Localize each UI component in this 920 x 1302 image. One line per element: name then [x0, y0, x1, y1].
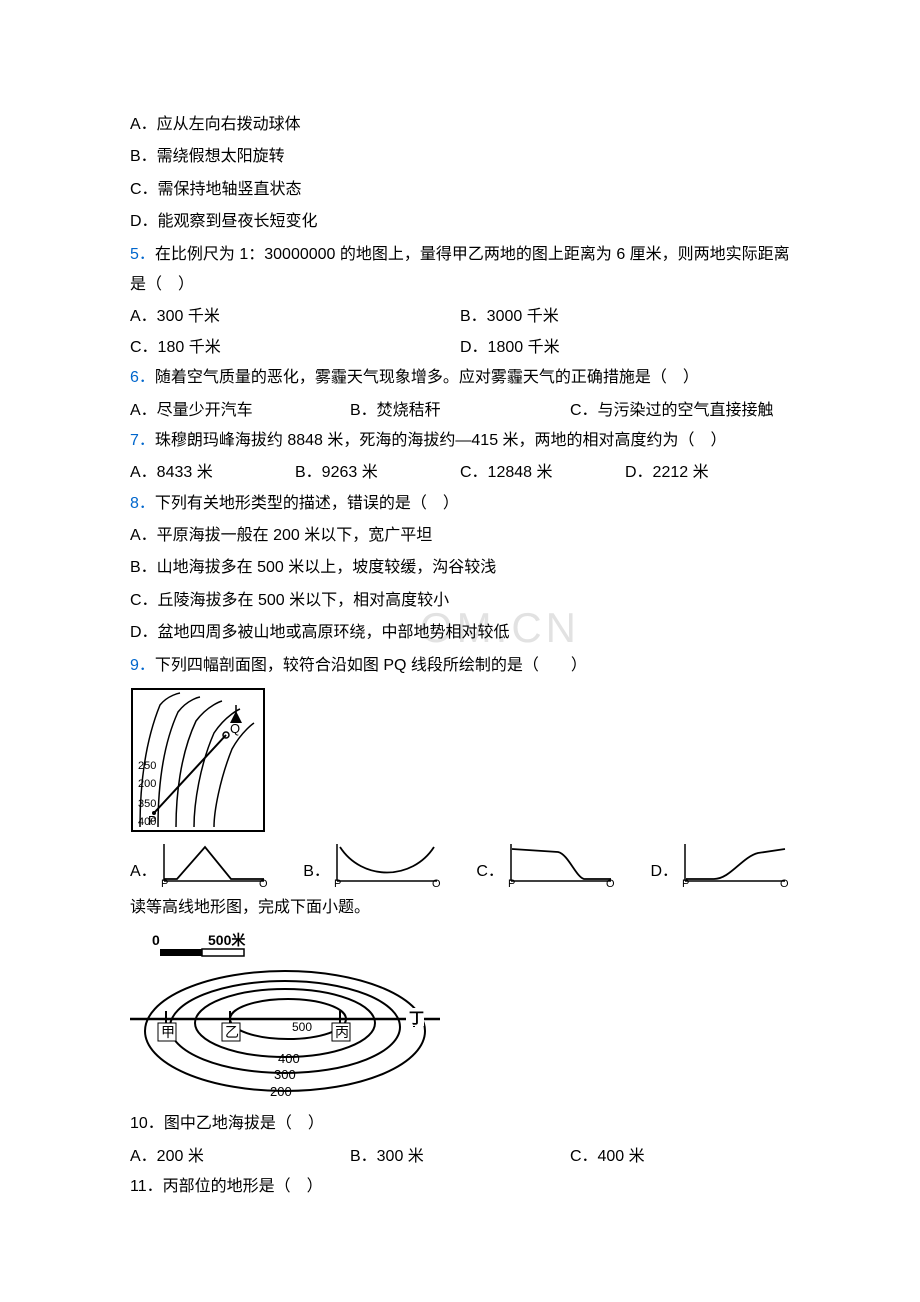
- q4-opt-d: D．能观察到昼夜长短变化: [130, 207, 790, 237]
- q10-row: A．200 米 B．300 米 C．400 米: [130, 1142, 790, 1172]
- contour-figure: 0 500米 甲 乙 丙 丁 500 400 300 200: [130, 931, 790, 1101]
- q6-opt-c: C．与污染过的空气直接接触: [570, 396, 790, 426]
- svg-text:Q: Q: [432, 878, 441, 887]
- q7-opt-b: B．9263 米: [295, 458, 460, 488]
- svg-text:乙: 乙: [225, 1024, 239, 1040]
- svg-text:P: P: [682, 878, 689, 887]
- q6-opt-a: A．尽量少开汽车: [130, 396, 350, 426]
- q9-text: 下列四幅剖面图，较符合沿如图 PQ 线段所绘制的是（ ）: [155, 657, 587, 674]
- q7-stem: 7．珠穆朗玛峰海拔约 8848 米，死海的海拔约—415 米，两地的相对高度约为…: [130, 426, 790, 456]
- q7-opt-c: C．12848 米: [460, 458, 625, 488]
- q8-stem: 8．下列有关地形类型的描述，错误的是（ ）: [130, 489, 790, 519]
- q6-row: A．尽量少开汽车 B．焚烧秸秆 C．与污染过的空气直接接触: [130, 396, 790, 426]
- q7-opt-a: A．8433 米: [130, 458, 295, 488]
- q7-text: 珠穆朗玛峰海拔约 8848 米，死海的海拔约—415 米，两地的相对高度约为（ …: [155, 432, 727, 449]
- topo-Q: Q: [230, 721, 240, 736]
- q9-opt-a-letter: A．: [130, 857, 157, 887]
- q10-opt-b: B．300 米: [350, 1142, 570, 1172]
- q10-text: 图中乙地海拔是（ ）: [164, 1115, 324, 1132]
- q8-number: 8．: [130, 495, 155, 512]
- svg-text:500米: 500米: [208, 932, 246, 948]
- q9-opt-c: C． P Q: [476, 839, 616, 887]
- q4-opt-c: C．需保持地轴竖直状态: [130, 175, 790, 205]
- q11-text: 丙部位的地形是（ ）: [163, 1178, 323, 1195]
- q6-stem: 6．随着空气质量的恶化，雾霾天气现象增多。应对雾霾天气的正确措施是（ ）: [130, 363, 790, 393]
- topo-label-350: 350: [138, 798, 156, 810]
- q4-opt-a: A．应从左向右拨动球体: [130, 110, 790, 140]
- q6-number: 6．: [130, 369, 155, 386]
- q7-number: 7．: [130, 432, 155, 449]
- q10-opt-c: C．400 米: [570, 1142, 790, 1172]
- q8-opt-c: C．丘陵海拔多在 500 米以下，相对高度较小: [130, 586, 790, 616]
- q11-stem: 11．丙部位的地形是（ ）: [130, 1172, 790, 1202]
- q10-stem: 10．图中乙地海拔是（ ）: [130, 1109, 790, 1139]
- q9-stem: 9．下列四幅剖面图，较符合沿如图 PQ 线段所绘制的是（ ）: [130, 651, 790, 681]
- contour-intro: 读等高线地形图，完成下面小题。: [130, 893, 790, 923]
- svg-text:丙: 丙: [335, 1024, 349, 1040]
- q5-number: 5．: [130, 246, 155, 263]
- svg-text:P: P: [508, 878, 515, 887]
- q8-opt-a: A．平原海拔一般在 200 米以下，宽广平坦: [130, 521, 790, 551]
- q9-opt-d-letter: D．: [650, 857, 678, 887]
- q5-opt-b: B．3000 千米: [460, 302, 790, 332]
- q8-text: 下列有关地形类型的描述，错误的是（ ）: [155, 495, 459, 512]
- q8-opt-b: B．山地海拔多在 500 米以上，坡度较缓，沟谷较浅: [130, 553, 790, 583]
- q9-opt-d: D． P Q: [650, 839, 790, 887]
- svg-text:300: 300: [274, 1067, 296, 1082]
- q9-opt-b: B． P Q: [303, 839, 442, 887]
- svg-text:Q: Q: [606, 878, 615, 887]
- svg-text:200: 200: [270, 1084, 292, 1099]
- svg-text:Q: Q: [780, 878, 789, 887]
- svg-text:400: 400: [278, 1051, 300, 1066]
- svg-text:丁: 丁: [409, 1010, 424, 1027]
- q4-opt-b: B．需绕假想太阳旋转: [130, 142, 790, 172]
- topo-label-250: 250: [138, 760, 156, 772]
- q9-opt-c-letter: C．: [476, 857, 504, 887]
- q5-row1: A．300 千米 B．3000 千米: [130, 302, 790, 332]
- svg-text:Q: Q: [259, 878, 268, 887]
- svg-text:甲: 甲: [161, 1024, 175, 1040]
- svg-text:0: 0: [152, 932, 160, 948]
- q5-opt-a: A．300 千米: [130, 302, 460, 332]
- svg-text:500: 500: [292, 1020, 312, 1034]
- q8-opt-d: D．盆地四周多被山地或高原环绕，中部地势相对较低: [130, 618, 790, 648]
- svg-text:P: P: [334, 878, 341, 887]
- q9-options: A． P Q B． P Q C． P Q D．: [130, 839, 790, 887]
- q6-opt-b: B．焚烧秸秆: [350, 396, 570, 426]
- q5-text: 在比例尺为 1：30000000 的地图上，量得甲乙两地的图上距离为 6 厘米，…: [130, 246, 790, 293]
- q9-opt-a: A． P Q: [130, 839, 269, 887]
- q5-stem: 5．在比例尺为 1：30000000 的地图上，量得甲乙两地的图上距离为 6 厘…: [130, 240, 790, 301]
- q10-number: 10．: [130, 1115, 164, 1132]
- q9-opt-b-letter: B．: [303, 857, 330, 887]
- q9-topo-figure: 250 200 350 400 P Q: [130, 687, 790, 833]
- q7-row: A．8433 米 B．9263 米 C．12848 米 D．2212 米: [130, 458, 790, 488]
- topo-label-200: 200: [138, 778, 156, 790]
- q5-opt-d: D．1800 千米: [460, 333, 790, 363]
- svg-text:P: P: [161, 878, 168, 887]
- q9-number: 9．: [130, 657, 155, 674]
- q11-number: 11．: [130, 1178, 163, 1195]
- q5-opt-c: C．180 千米: [130, 333, 460, 363]
- q7-opt-d: D．2212 米: [625, 458, 790, 488]
- q10-opt-a: A．200 米: [130, 1142, 350, 1172]
- q5-row2: C．180 千米 D．1800 千米: [130, 333, 790, 363]
- q6-text: 随着空气质量的恶化，雾霾天气现象增多。应对雾霾天气的正确措施是（ ）: [155, 369, 699, 386]
- topo-P: P: [148, 813, 157, 828]
